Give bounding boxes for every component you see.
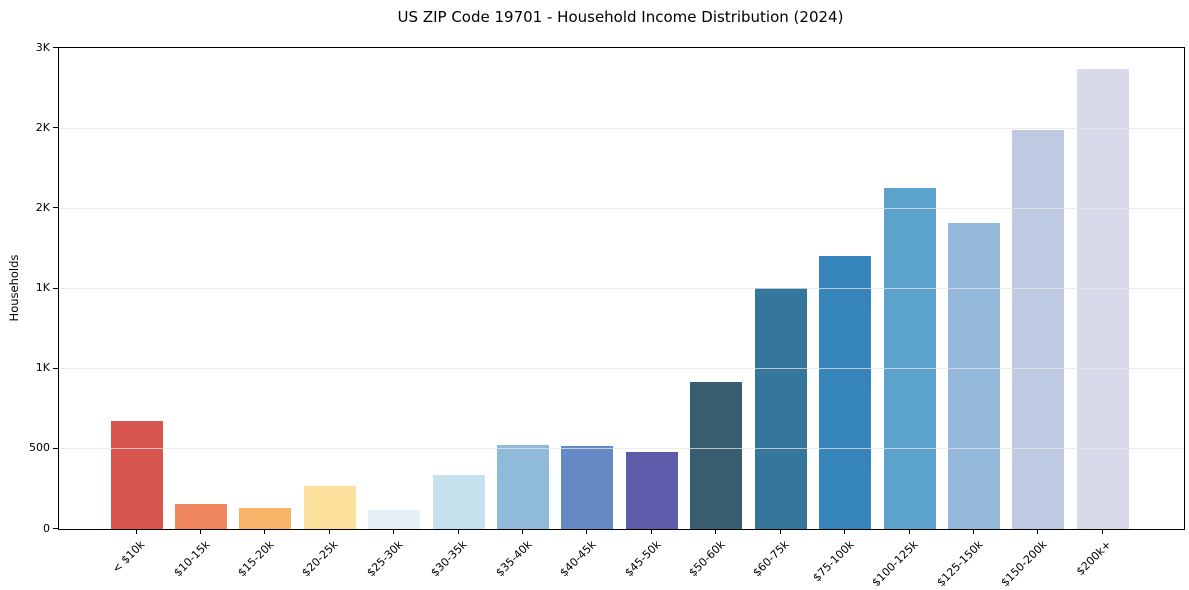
y-tick-mark — [53, 127, 58, 129]
y-tick-label: 0 — [43, 521, 50, 535]
x-tick-mark — [908, 529, 910, 534]
x-tick-label: $45-50k — [621, 538, 664, 580]
y-tick-label: 1K — [35, 361, 50, 375]
x-tick-mark — [586, 529, 588, 534]
x-tick-label: $200k+ — [1073, 538, 1115, 579]
bar-40-45k — [561, 445, 614, 529]
plot-area — [58, 47, 1185, 530]
bar-100-125k — [883, 188, 936, 529]
bar-75-100k — [819, 256, 872, 529]
gridline — [59, 448, 1184, 450]
bar-10k — [110, 420, 163, 529]
bar-125-150k — [947, 223, 1000, 529]
x-tick-label: $60-75k — [750, 538, 792, 580]
x-tick-label: $125-150k — [934, 538, 986, 590]
bar-60-75k — [754, 288, 807, 529]
x-tick-mark — [328, 529, 330, 534]
x-tick-mark — [135, 529, 137, 534]
y-tick-mark — [53, 207, 58, 209]
x-tick-mark — [1037, 529, 1039, 534]
x-tick-label: $35-40k — [492, 538, 535, 580]
x-tick-mark — [715, 529, 717, 534]
y-tick-mark — [53, 47, 58, 48]
bar-50-60k — [690, 381, 743, 529]
x-tick-label: $30-35k — [428, 538, 470, 580]
x-tick-label: $15-20k — [235, 538, 277, 580]
x-tick-mark — [457, 529, 459, 534]
y-tick-label: 1K — [35, 281, 50, 294]
gridline — [59, 368, 1184, 370]
x-tick-mark — [844, 529, 846, 534]
y-tick-label: 3K — [35, 40, 50, 54]
gridline — [59, 127, 1184, 129]
x-tick-label: $150-200k — [998, 538, 1050, 590]
bar-45-50k — [625, 451, 678, 529]
x-tick-label: $100-125k — [869, 538, 921, 590]
x-tick-mark — [199, 529, 201, 534]
y-tick-label: 500 — [29, 441, 50, 455]
bar-20-25k — [303, 485, 356, 529]
x-tick-mark — [393, 529, 395, 534]
y-tick-mark — [53, 287, 58, 289]
bar-30-35k — [432, 474, 485, 529]
gridline — [59, 288, 1184, 289]
x-tick-label: $75-100k — [810, 538, 857, 585]
bar-10-15k — [174, 504, 227, 529]
gridline — [59, 207, 1184, 209]
x-tick-mark — [972, 529, 974, 534]
x-tick-label: $40-45k — [557, 538, 599, 580]
y-tick-mark — [53, 367, 58, 369]
x-tick-label: $20-25k — [299, 538, 341, 580]
x-tick-label: $25-30k — [364, 538, 406, 580]
y-tick-mark — [53, 528, 58, 529]
x-tick-label: $10-15k — [170, 538, 213, 580]
x-tick-mark — [650, 529, 652, 534]
x-tick-mark — [522, 529, 524, 534]
y-tick-mark — [53, 447, 58, 449]
x-tick-mark — [779, 529, 781, 534]
y-tick-label: 2K — [35, 120, 50, 134]
bar-200k — [1076, 68, 1129, 529]
bar-25-30k — [368, 509, 421, 529]
chart-title: US ZIP Code 19701 - Household Income Dis… — [397, 8, 844, 26]
x-tick-label: $50-60k — [686, 538, 728, 580]
x-tick-mark — [1101, 529, 1103, 534]
y-tick-label: 2K — [35, 200, 50, 214]
bar-35-40k — [497, 444, 550, 529]
bar-150-200k — [1012, 130, 1065, 529]
x-tick-label: < $10k — [110, 538, 148, 576]
x-tick-mark — [264, 529, 266, 534]
bar-15-20k — [239, 507, 292, 529]
